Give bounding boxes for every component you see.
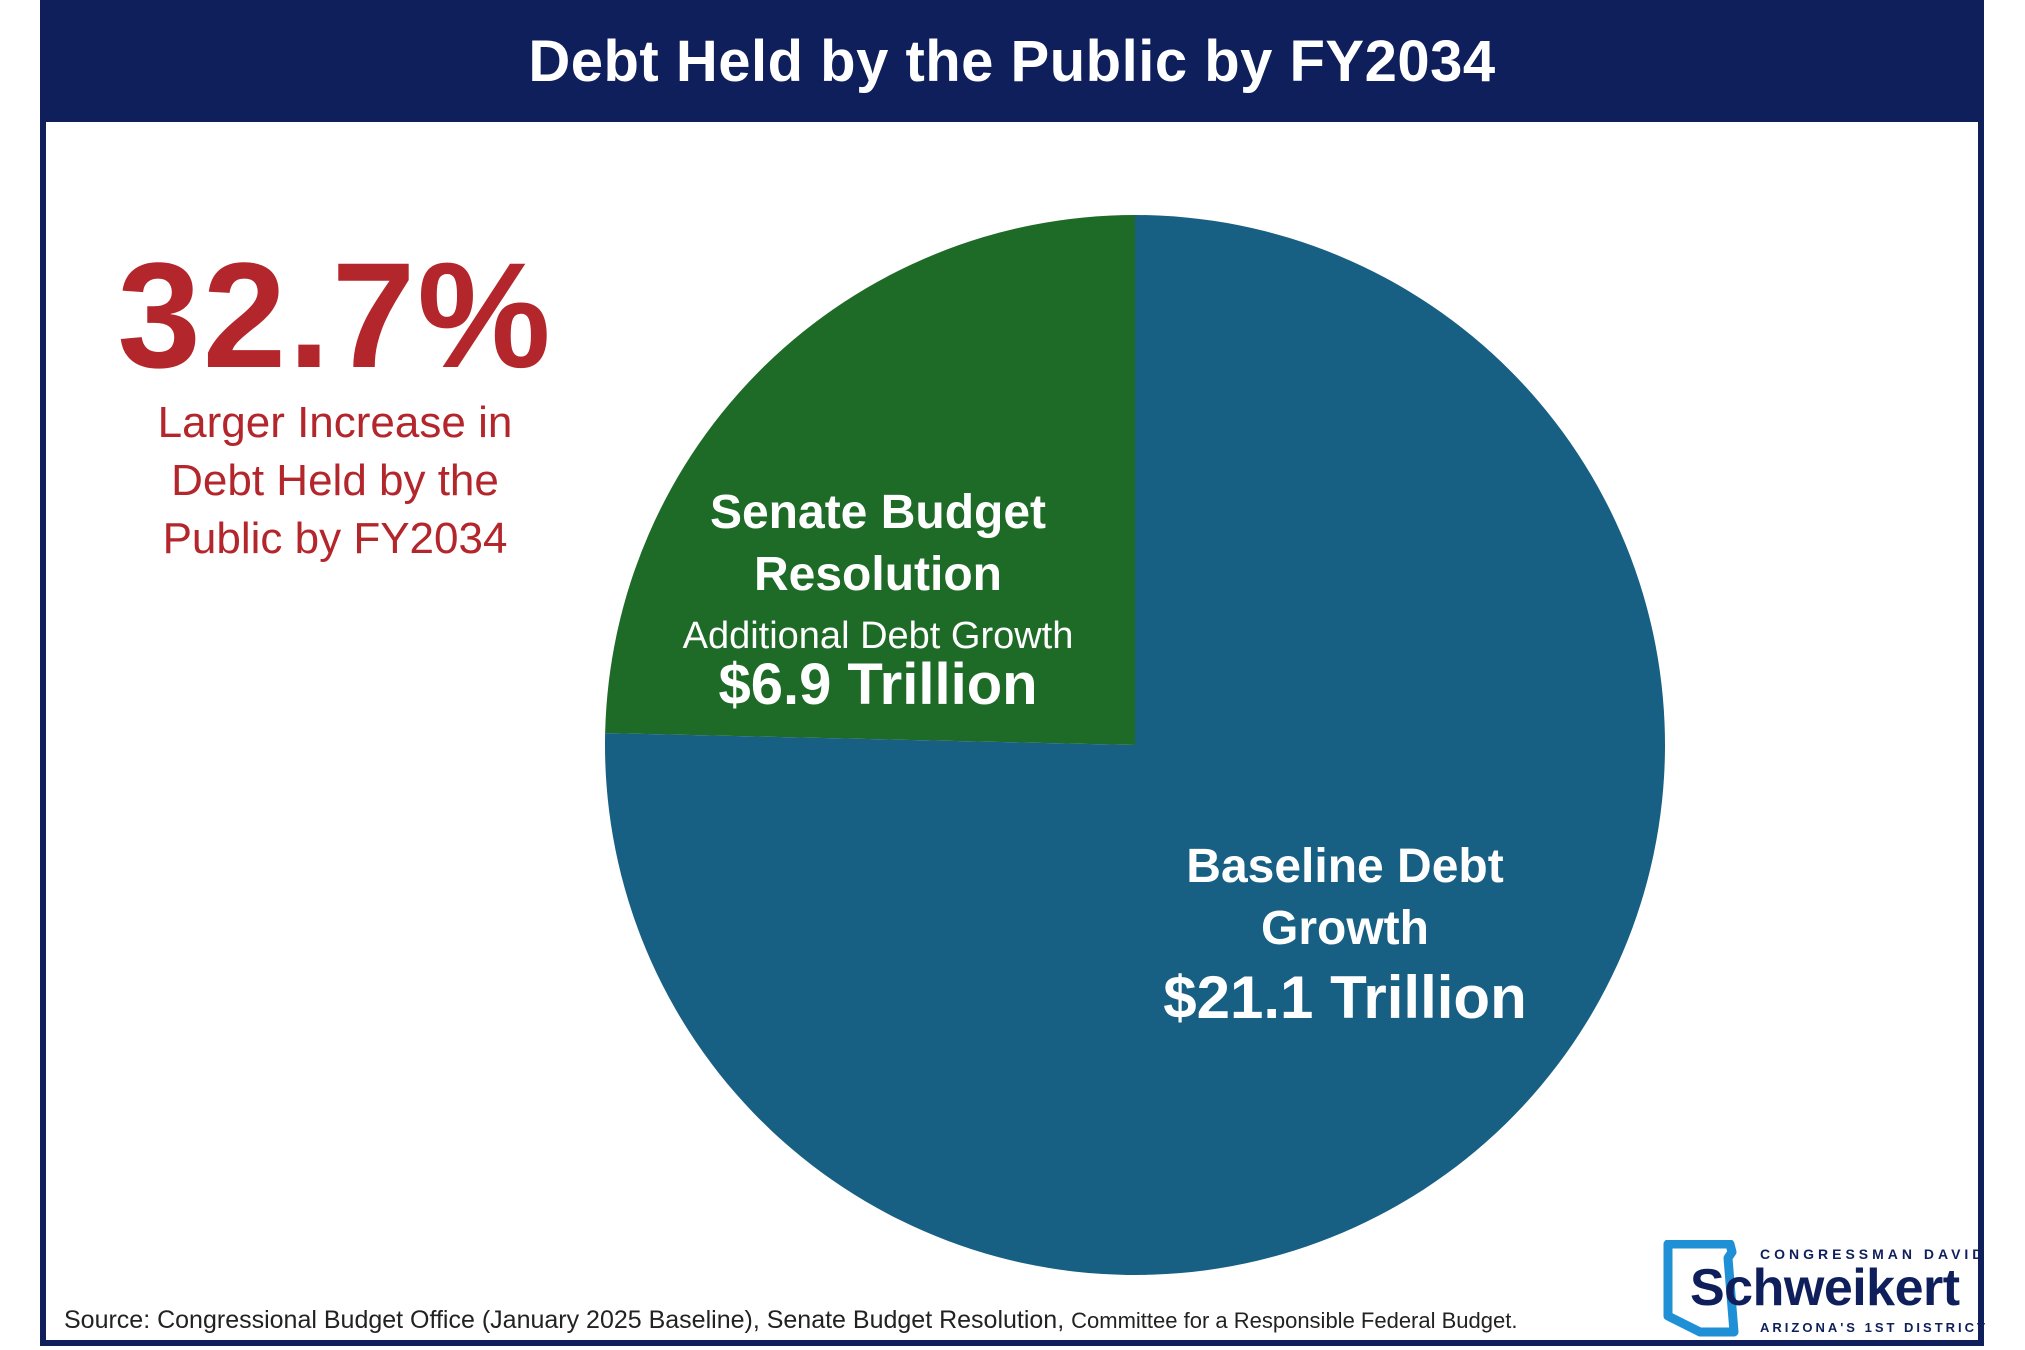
callout-description: Larger Increase in Debt Held by the Publ… bbox=[100, 394, 570, 568]
logo-top-text: CONGRESSMAN DAVID bbox=[1760, 1246, 1987, 1262]
slice-0-label-name-0: Senate Budget bbox=[710, 486, 1046, 539]
schweikert-logo: CONGRESSMAN DAVID Schweikert ARIZONA'S 1… bbox=[1660, 1240, 1985, 1340]
callout-percentage: 32.7% bbox=[117, 231, 553, 399]
pie-slice-0 bbox=[605, 215, 1135, 745]
slice-0-label-name-1: Resolution bbox=[754, 548, 1002, 601]
callout-line-3: Public by FY2034 bbox=[162, 514, 508, 563]
arizona-outline-icon bbox=[1663, 1240, 1739, 1337]
slice-1-label-name-1: Growth bbox=[1261, 902, 1429, 955]
source-small: Committee for a Responsible Federal Budg… bbox=[1071, 1308, 1518, 1333]
chart-title: Debt Held by the Public by FY2034 bbox=[528, 28, 1496, 94]
logo-name: Schweikert bbox=[1690, 1259, 1960, 1317]
title-bar: Debt Held by the Public by FY2034 bbox=[40, 0, 1984, 122]
slice-1-label-value: $21.1 Trillion bbox=[1163, 964, 1527, 1031]
callout: 32.7% Larger Increase in Debt Held by th… bbox=[100, 240, 570, 568]
slice-0-label-sublabel: Additional Debt Growth bbox=[683, 615, 1074, 657]
callout-line-2: Debt Held by the bbox=[171, 456, 499, 505]
slice-1-label-name-0: Baseline Debt bbox=[1186, 840, 1503, 893]
source-main: Source: Congressional Budget Office (Jan… bbox=[64, 1306, 1065, 1334]
source-note: Source: Congressional Budget Office (Jan… bbox=[64, 1306, 1517, 1335]
callout-line-1: Larger Increase in bbox=[157, 398, 513, 447]
pie-slice-1 bbox=[605, 215, 1666, 1275]
slice-0-label-value: $6.9 Trillion bbox=[718, 652, 1037, 717]
logo-bottom-text: ARIZONA'S 1ST DISTRICT bbox=[1760, 1320, 1988, 1335]
